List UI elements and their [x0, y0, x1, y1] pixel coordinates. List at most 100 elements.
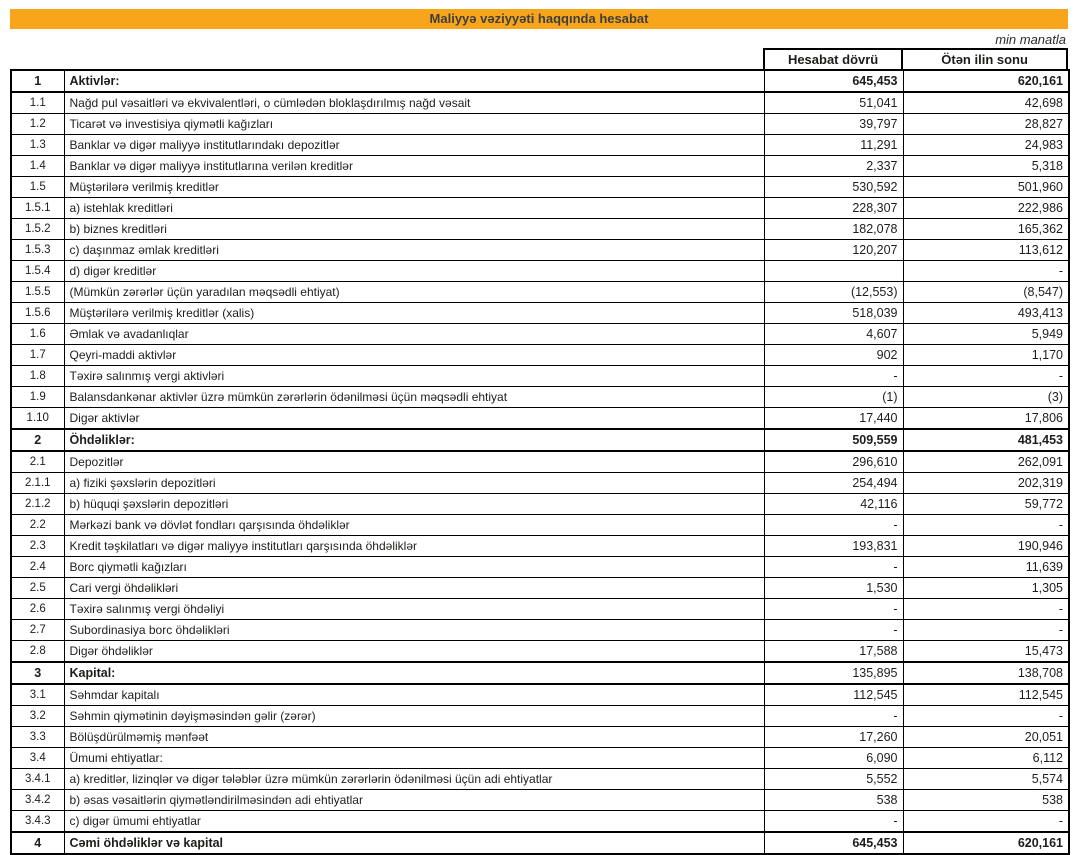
row-number: 1.3	[10, 134, 65, 156]
row-label: Qeyri-maddi aktivlər	[63, 344, 765, 366]
row-number: 1.4	[10, 155, 65, 177]
table-row: 1.8 Təxirə salınmış vergi aktivləri - -	[10, 365, 1070, 387]
row-number: 3.4.2	[10, 789, 65, 811]
row-number: 1	[10, 69, 65, 93]
row-label: Borc qiymətli kağızları	[63, 556, 765, 578]
value-current: 120,207	[763, 239, 904, 261]
value-current: 5,552	[763, 768, 904, 790]
value-prior: 5,318	[902, 155, 1070, 177]
value-prior: -	[902, 705, 1070, 727]
row-label: Səhmin qiymətinin dəyişməsindən gəlir (z…	[63, 705, 765, 727]
value-prior: -	[902, 619, 1070, 641]
table-row: 4 Cəmi öhdəliklər və kapital 645,453 620,16…	[10, 831, 1070, 855]
value-current: -	[763, 810, 904, 833]
value-current: 112,545	[763, 683, 904, 706]
table-row: 3.4.3 c) digər ümumi ehtiyatlar - -	[10, 810, 1070, 833]
row-label: Ümumi ehtiyatlar:	[63, 747, 765, 769]
value-prior: (3)	[902, 386, 1070, 408]
row-label: Digər öhdəliklər	[63, 640, 765, 663]
row-number: 3.4.1	[10, 768, 65, 790]
table-row: 1.3 Banklar və digər maliyyə institutları…	[10, 134, 1070, 156]
table-row: 1.1 Nağd pul vəsaitləri və ekvivalentləri…	[10, 91, 1070, 114]
financial-statement-table: 1 Aktivlər: 645,453 620,161 1.1 Nağd pul vəsa…	[10, 69, 1070, 855]
table-row: 1.5.6 Müştərilərə verilmiş kreditlər (xal…	[10, 302, 1070, 324]
table-row: 1.6 Əmlak və avadanlıqlar 4,607 5,949	[10, 323, 1070, 345]
table-row: 3.2 Səhmin qiymətinin dəyişməsindən gəlir…	[10, 705, 1070, 727]
value-current: 51,041	[763, 91, 904, 114]
value-prior: -	[902, 598, 1070, 620]
value-current: 182,078	[763, 218, 904, 240]
value-current: -	[763, 556, 904, 578]
row-label: b) hüquqi şəxslərin depozitləri	[63, 493, 765, 515]
value-prior: 620,161	[902, 69, 1070, 93]
value-prior: 501,960	[902, 176, 1070, 198]
row-label: Aktivlər:	[63, 69, 765, 93]
value-current: -	[763, 365, 904, 387]
row-label: Müştərilərə verilmiş kreditlər (xalis)	[63, 302, 765, 324]
row-number: 2.8	[10, 640, 65, 663]
row-label: Nağd pul vəsaitləri və ekvivalentləri, o…	[63, 91, 765, 114]
column-header-row: Hesabat dövrü Ötən ilin sonu	[762, 48, 1068, 71]
row-label: d) digər kreditlər	[63, 260, 765, 282]
row-number: 1.5.3	[10, 239, 65, 261]
row-number: 1.9	[10, 386, 65, 408]
row-number: 3.2	[10, 705, 65, 727]
column-header-reporting-period: Hesabat dövrü	[762, 48, 904, 71]
value-prior: 5,574	[902, 768, 1070, 790]
row-number: 4	[10, 831, 65, 855]
row-number: 2.1	[10, 450, 65, 473]
report-title-bar: Maliyyə vəziyyəti haqqında hesabat	[10, 9, 1068, 29]
row-label: Bölüşdürülməmiş mənfəət	[63, 726, 765, 748]
value-current: -	[763, 514, 904, 536]
table-row: 2.2 Mərkəzi bank və dövlət fondları qarşı…	[10, 514, 1070, 536]
value-current: 509,559	[763, 428, 904, 452]
table-row: 1.4 Banklar və digər maliyyə institutları…	[10, 155, 1070, 177]
value-prior: 59,772	[902, 493, 1070, 515]
value-current: -	[763, 598, 904, 620]
row-label: Cari vergi öhdəlikləri	[63, 577, 765, 599]
row-number: 3.3	[10, 726, 65, 748]
table-row: 2.1.1 a) fiziki şəxslərin depozitləri 254,…	[10, 472, 1070, 494]
table-body: 1 Aktivlər: 645,453 620,161 1.1 Nağd pul vəsa…	[10, 69, 1070, 855]
row-label: Depozitlər	[63, 450, 765, 473]
table-row: 3.3 Bölüşdürülməmiş mənfəət 17,260 20,051	[10, 726, 1070, 748]
value-current	[763, 260, 904, 282]
row-number: 1.10	[10, 407, 65, 430]
value-prior: 42,698	[902, 91, 1070, 114]
value-current: -	[763, 705, 904, 727]
table-row: 1.5.3 c) daşınmaz əmlak kreditləri 120,207…	[10, 239, 1070, 261]
value-prior: 15,473	[902, 640, 1070, 663]
row-label: Banklar və digər maliyyə institutlarına …	[63, 155, 765, 177]
value-prior: 165,362	[902, 218, 1070, 240]
page-title: Maliyyə vəziyyəti haqqında hesabat	[429, 11, 649, 26]
value-current: 11,291	[763, 134, 904, 156]
value-prior: 190,946	[902, 535, 1070, 557]
value-prior: -	[902, 514, 1070, 536]
value-prior: 11,639	[902, 556, 1070, 578]
table-row: 2.4 Borc qiymətli kağızları -11,639	[10, 556, 1070, 578]
row-label: Əmlak və avadanlıqlar	[63, 323, 765, 345]
value-current: 6,090	[763, 747, 904, 769]
value-current: 645,453	[763, 831, 904, 855]
row-label: Banklar və digər maliyyə institutlarında…	[63, 134, 765, 156]
value-prior: 5,949	[902, 323, 1070, 345]
value-prior: -	[902, 810, 1070, 833]
table-row: 1.5.2 b) biznes kreditləri 182,078 165,362	[10, 218, 1070, 240]
row-number: 3.1	[10, 683, 65, 706]
table-row: 3.4.2 b) əsas vəsaitlərin qiymətləndirilm…	[10, 789, 1070, 811]
value-prior: 481,453	[902, 428, 1070, 452]
value-current: 4,607	[763, 323, 904, 345]
value-prior: 138,708	[902, 661, 1070, 685]
value-prior: 620,161	[902, 831, 1070, 855]
value-prior: 222,986	[902, 197, 1070, 219]
row-label: c) daşınmaz əmlak kreditləri	[63, 239, 765, 261]
row-label: Kapital:	[63, 661, 765, 685]
value-prior: 493,413	[902, 302, 1070, 324]
row-label: Səhmdar kapitalı	[63, 683, 765, 706]
row-label: c) digər ümumi ehtiyatlar	[63, 810, 765, 833]
table-row: 2.8 Digər öhdəliklər 17,588 15,473	[10, 640, 1070, 663]
value-prior: 24,983	[902, 134, 1070, 156]
row-number: 1.6	[10, 323, 65, 345]
row-number: 2.6	[10, 598, 65, 620]
unit-note: min manatla	[995, 32, 1066, 47]
